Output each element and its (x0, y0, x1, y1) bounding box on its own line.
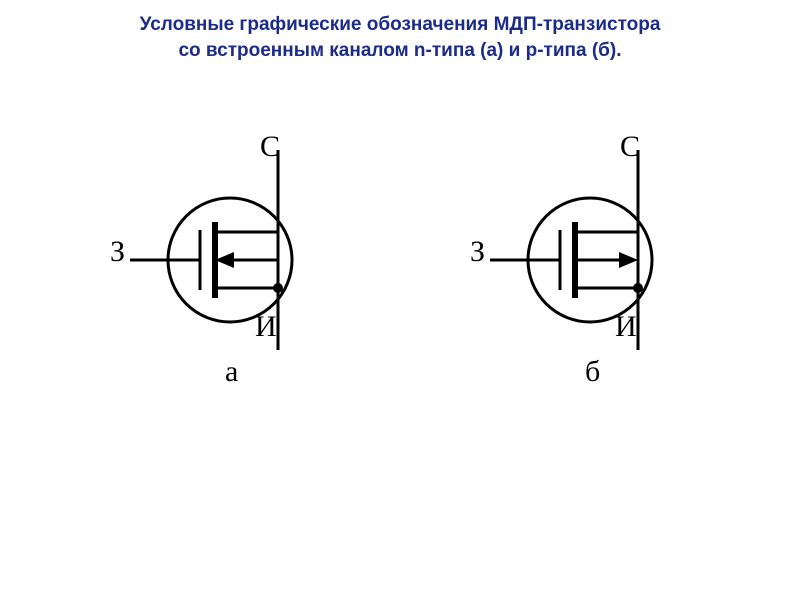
title-line-2: со встроенным каналом n-типа (а) и p-тип… (178, 40, 621, 61)
gate-label-a: З (110, 235, 125, 269)
gate-label-b: З (470, 235, 485, 269)
mosfet-symbol-b: С З И б (490, 140, 710, 400)
caption-a: а (225, 355, 238, 389)
drain-label-a: С (260, 130, 280, 164)
junction-dot (273, 283, 283, 293)
drain-label-b: С (620, 130, 640, 164)
mosfet-symbol-a: С З И а (130, 140, 350, 400)
mosfet-svg-a (130, 140, 350, 400)
title-line-1: Условные графические обозначения МДП-тра… (140, 14, 661, 35)
diagram-container: С З И а С (0, 140, 800, 540)
source-label-a: И (255, 310, 277, 344)
diagram-title: Условные графические обозначения МДП-тра… (50, 12, 750, 63)
caption-b: б (585, 355, 600, 389)
source-label-b: И (615, 310, 637, 344)
bulk-arrow-head (619, 252, 638, 268)
junction-dot (633, 283, 643, 293)
